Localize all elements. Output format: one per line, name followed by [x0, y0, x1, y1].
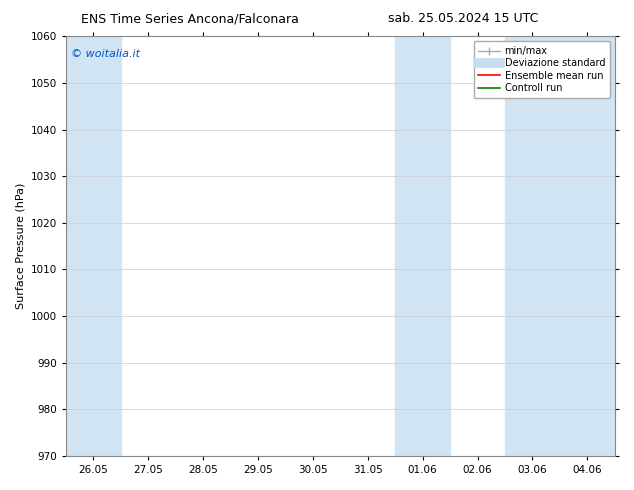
- Y-axis label: Surface Pressure (hPa): Surface Pressure (hPa): [15, 183, 25, 309]
- Bar: [505, 36, 615, 456]
- Bar: [66, 36, 120, 456]
- Text: © woitalia.it: © woitalia.it: [71, 49, 140, 59]
- Bar: [395, 36, 450, 456]
- Text: ENS Time Series Ancona/Falconara: ENS Time Series Ancona/Falconara: [81, 12, 299, 25]
- Text: sab. 25.05.2024 15 UTC: sab. 25.05.2024 15 UTC: [387, 12, 538, 25]
- Legend: min/max, Deviazione standard, Ensemble mean run, Controll run: min/max, Deviazione standard, Ensemble m…: [474, 41, 610, 98]
